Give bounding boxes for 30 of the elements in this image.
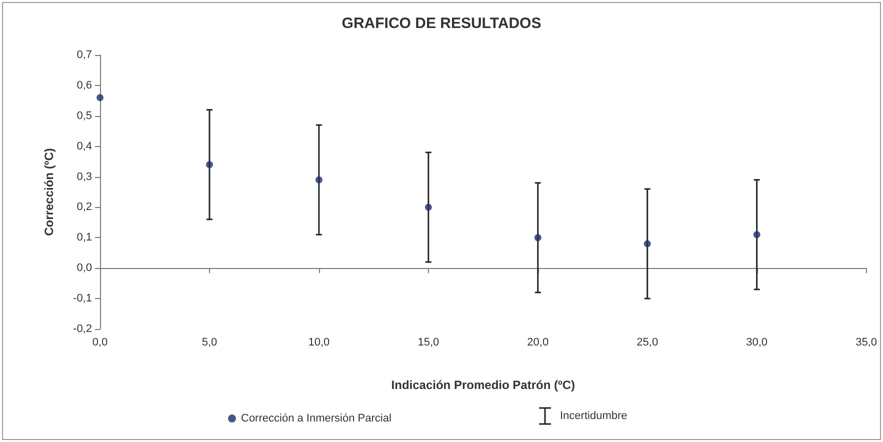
x-tick-label: 5,0 [202, 336, 218, 348]
point [96, 94, 104, 102]
point [424, 204, 432, 211]
y-tick-label: 0,5 [76, 110, 92, 122]
x-tick-label: 35,0 [856, 336, 878, 348]
y-tick-label: 0,0 [76, 262, 92, 274]
x-tick-label: 10,0 [308, 336, 330, 348]
point [206, 161, 213, 168]
y-tick-label: 0,2 [76, 201, 92, 214]
y-tick-label: 0,6 [76, 79, 92, 92]
y-tick-label: 0,4 [76, 140, 92, 152]
x-tick-label: 0,0 [92, 336, 108, 348]
y-tick-label: -0,1 [73, 292, 92, 305]
y-tick-label: 0,7 [76, 49, 92, 61]
x-tick-label: 30,0 [746, 336, 768, 348]
x-axis-title: Indicación Promedio Patrón (ºC) [391, 378, 576, 392]
x-tick-label: 20,0 [527, 336, 549, 348]
point [644, 240, 651, 248]
x-tick-label: 25,0 [636, 336, 658, 348]
x-tick-label: 15,0 [418, 336, 440, 348]
point [315, 176, 322, 184]
y-tick-label: -0,2 [73, 323, 92, 335]
text: Incertidumbre [560, 410, 628, 422]
y-axis-title: Corrección (ºC) [42, 148, 56, 236]
point [534, 234, 542, 242]
legend-label: Corrección a Inmersión Parcial [241, 412, 392, 424]
y-tick-label: 0,1 [76, 232, 92, 244]
chart-title: GRAFICO DE RESULTADOS [342, 15, 542, 32]
point [753, 231, 760, 238]
y-tick-label: 0,3 [76, 170, 92, 183]
